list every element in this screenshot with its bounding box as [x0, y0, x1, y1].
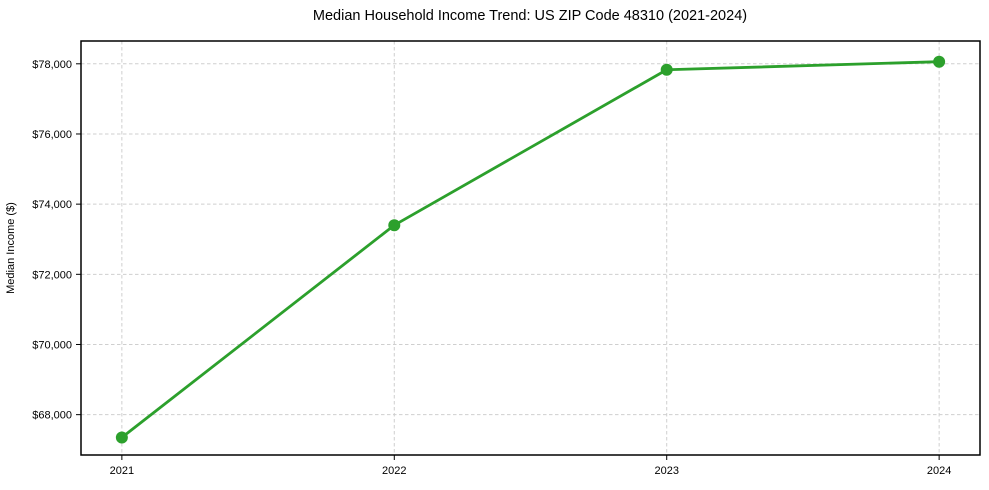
plot-border: [80, 40, 981, 456]
x-tick-label: 2024: [927, 465, 951, 477]
x-tick-label: 2022: [382, 465, 406, 477]
data-point-2023: [660, 63, 673, 76]
data-point-2021: [115, 431, 128, 444]
y-tick-label: $78,000: [32, 59, 72, 71]
y-axis-label: Median Income ($): [5, 202, 17, 294]
data-series: [115, 55, 946, 444]
data-point-2024: [933, 55, 946, 68]
x-tick-label: 2021: [110, 465, 134, 477]
tick-labels: $68,000 $70,000 $72,000 $74,000 $76,000 $78,0…: [32, 59, 951, 477]
data-point-2022: [388, 219, 401, 232]
y-tick-label: $68,000: [32, 410, 72, 422]
y-tick-label: $70,000: [32, 339, 72, 351]
chart-title: Median Household Income Trend: US ZIP Co…: [313, 8, 747, 24]
y-tick-label: $72,000: [32, 269, 72, 281]
gridlines: [81, 41, 980, 455]
axis-ticks: [76, 63, 940, 460]
x-tick-label: 2023: [654, 465, 678, 477]
y-tick-label: $74,000: [32, 199, 72, 211]
y-tick-label: $76,000: [32, 129, 72, 141]
income-trend-line: [120, 60, 941, 439]
